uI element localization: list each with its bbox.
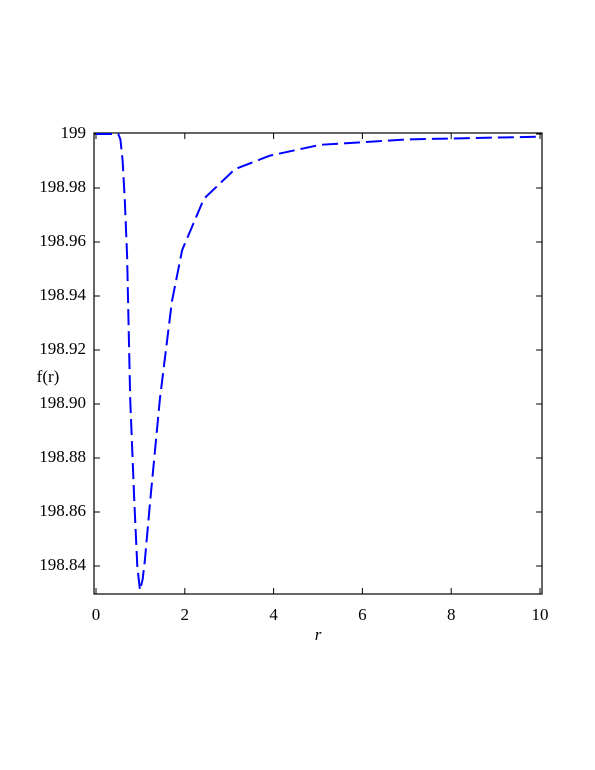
y-tick-label: 198.98 — [39, 177, 86, 196]
y-tick-label: 198.94 — [39, 285, 86, 304]
y-tick-label: 198.84 — [39, 555, 86, 574]
x-axis-label: r — [315, 625, 322, 644]
x-tick-label: 8 — [447, 605, 456, 624]
y-tick-label: 198.96 — [39, 231, 86, 250]
x-tick-label: 10 — [532, 605, 549, 624]
x-tick-label: 2 — [181, 605, 190, 624]
data-line — [96, 133, 541, 592]
x-tick-label: 4 — [269, 605, 278, 624]
y-tick-label: 198.88 — [39, 447, 86, 466]
y-tick-label: 198.86 — [39, 501, 86, 520]
y-tick-label: 199 — [61, 123, 87, 142]
x-tick-label: 6 — [358, 605, 367, 624]
plot-frame — [93, 132, 543, 595]
x-tick-label: 0 — [92, 605, 101, 624]
y-tick-label: 198.90 — [39, 393, 86, 412]
y-axis-label: f(r) — [37, 367, 60, 386]
y-tick-label: 198.92 — [39, 339, 86, 358]
